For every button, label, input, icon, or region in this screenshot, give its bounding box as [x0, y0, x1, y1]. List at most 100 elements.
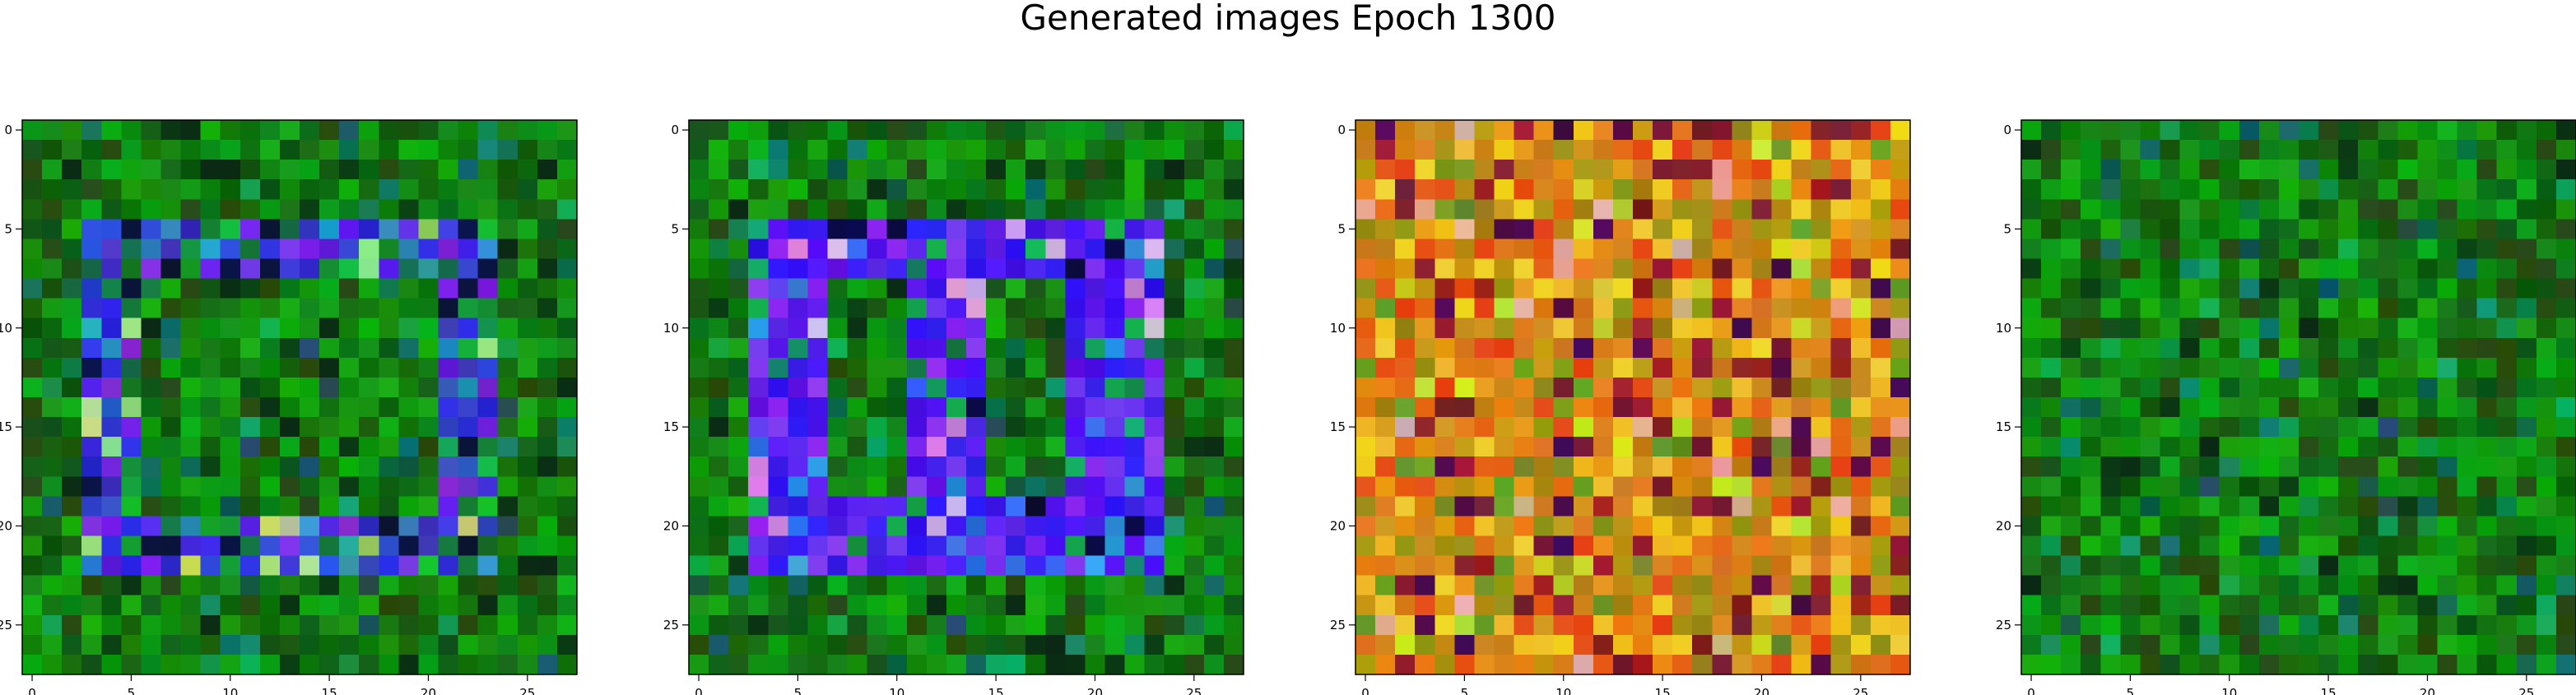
pixel — [2239, 496, 2260, 517]
pixel — [847, 298, 868, 319]
pixel — [438, 417, 459, 438]
pixel — [1692, 417, 1713, 438]
pixel — [22, 317, 43, 339]
pixel — [1025, 397, 1046, 418]
x-tick-label: 20 — [1754, 686, 1769, 695]
pixel — [418, 337, 439, 359]
pixel — [259, 496, 281, 517]
pixel — [2160, 258, 2181, 280]
pixel — [2378, 496, 2398, 517]
pixel — [1870, 140, 1891, 160]
pixel — [339, 535, 360, 557]
pixel — [2358, 595, 2378, 616]
pixel — [1375, 595, 1396, 616]
pixel — [2299, 357, 2319, 378]
pixel — [1415, 516, 1435, 537]
y-tick-label: 25 — [663, 618, 679, 632]
pixel — [709, 219, 729, 240]
pixel — [1553, 654, 1574, 675]
pixel — [2378, 555, 2398, 577]
pixel — [1006, 298, 1026, 319]
pixel — [1692, 120, 1713, 141]
pixel — [2179, 595, 2201, 616]
pixel — [1653, 476, 1673, 497]
pixel — [709, 516, 729, 537]
pixel — [867, 239, 888, 260]
pixel — [477, 456, 499, 477]
pixel — [1454, 120, 1476, 141]
pixel — [1791, 654, 1812, 675]
pixel — [359, 377, 379, 398]
pixel — [2417, 417, 2439, 438]
pixel — [1006, 555, 1026, 577]
pixel — [1395, 397, 1416, 418]
pixel — [1672, 595, 1693, 616]
pixel — [398, 337, 420, 359]
pixel — [2536, 614, 2557, 636]
pixel — [359, 476, 379, 497]
pixel — [2536, 595, 2557, 616]
pixel — [418, 535, 439, 557]
pixel — [1514, 634, 1535, 656]
pixel — [2199, 535, 2220, 557]
pixel — [1434, 535, 1455, 557]
pixel — [886, 120, 908, 141]
pixel — [1791, 317, 1812, 339]
pixel — [2140, 258, 2161, 280]
pixel — [160, 377, 182, 398]
pixel — [2041, 160, 2062, 180]
pixel — [497, 179, 518, 200]
pixel — [180, 456, 202, 477]
pixel — [2496, 614, 2518, 636]
pixel — [2239, 317, 2260, 339]
pixel — [2041, 476, 2062, 497]
pixel — [1375, 357, 1396, 378]
pixel — [1025, 595, 1046, 616]
y-tick-label: 15 — [663, 419, 679, 434]
pixel — [101, 456, 122, 477]
pixel — [2278, 377, 2299, 398]
pixel — [1553, 337, 1574, 359]
pixel — [1223, 337, 1244, 359]
pixel — [1006, 595, 1026, 616]
pixel — [1065, 120, 1086, 141]
pixel — [2258, 160, 2280, 180]
pixel — [2496, 496, 2518, 517]
pixel — [1375, 337, 1396, 359]
pixel — [728, 317, 749, 339]
pixel — [886, 258, 908, 280]
pixel — [2160, 614, 2181, 636]
pixel — [1415, 298, 1435, 319]
pixel — [1375, 516, 1396, 537]
pixel — [477, 120, 499, 141]
pixel — [42, 437, 63, 457]
pixel — [1791, 219, 1812, 240]
pixel — [2516, 397, 2537, 418]
pixel — [1045, 496, 1066, 517]
pixel — [517, 516, 538, 537]
pixel — [946, 476, 967, 497]
pixel — [2021, 357, 2042, 378]
pixel — [2358, 437, 2378, 457]
pixel — [807, 219, 829, 240]
pixel — [1144, 654, 1165, 675]
pixel — [2417, 555, 2439, 577]
pixel — [537, 160, 558, 180]
pixel — [2397, 397, 2419, 418]
pixel — [1533, 239, 1555, 260]
pixel — [1653, 258, 1673, 280]
pixel — [2199, 377, 2220, 398]
pixel — [1732, 516, 1753, 537]
pixel — [1183, 278, 1205, 299]
pixel — [1045, 239, 1066, 260]
pixel — [1633, 456, 1653, 477]
pixel — [2417, 575, 2439, 596]
pixel — [709, 160, 729, 180]
pixel — [728, 357, 749, 378]
pixel — [768, 120, 788, 141]
pixel — [259, 317, 281, 339]
pixel — [1533, 120, 1555, 141]
pixel — [200, 555, 221, 577]
pixel — [748, 258, 769, 280]
pixel — [2258, 239, 2280, 260]
